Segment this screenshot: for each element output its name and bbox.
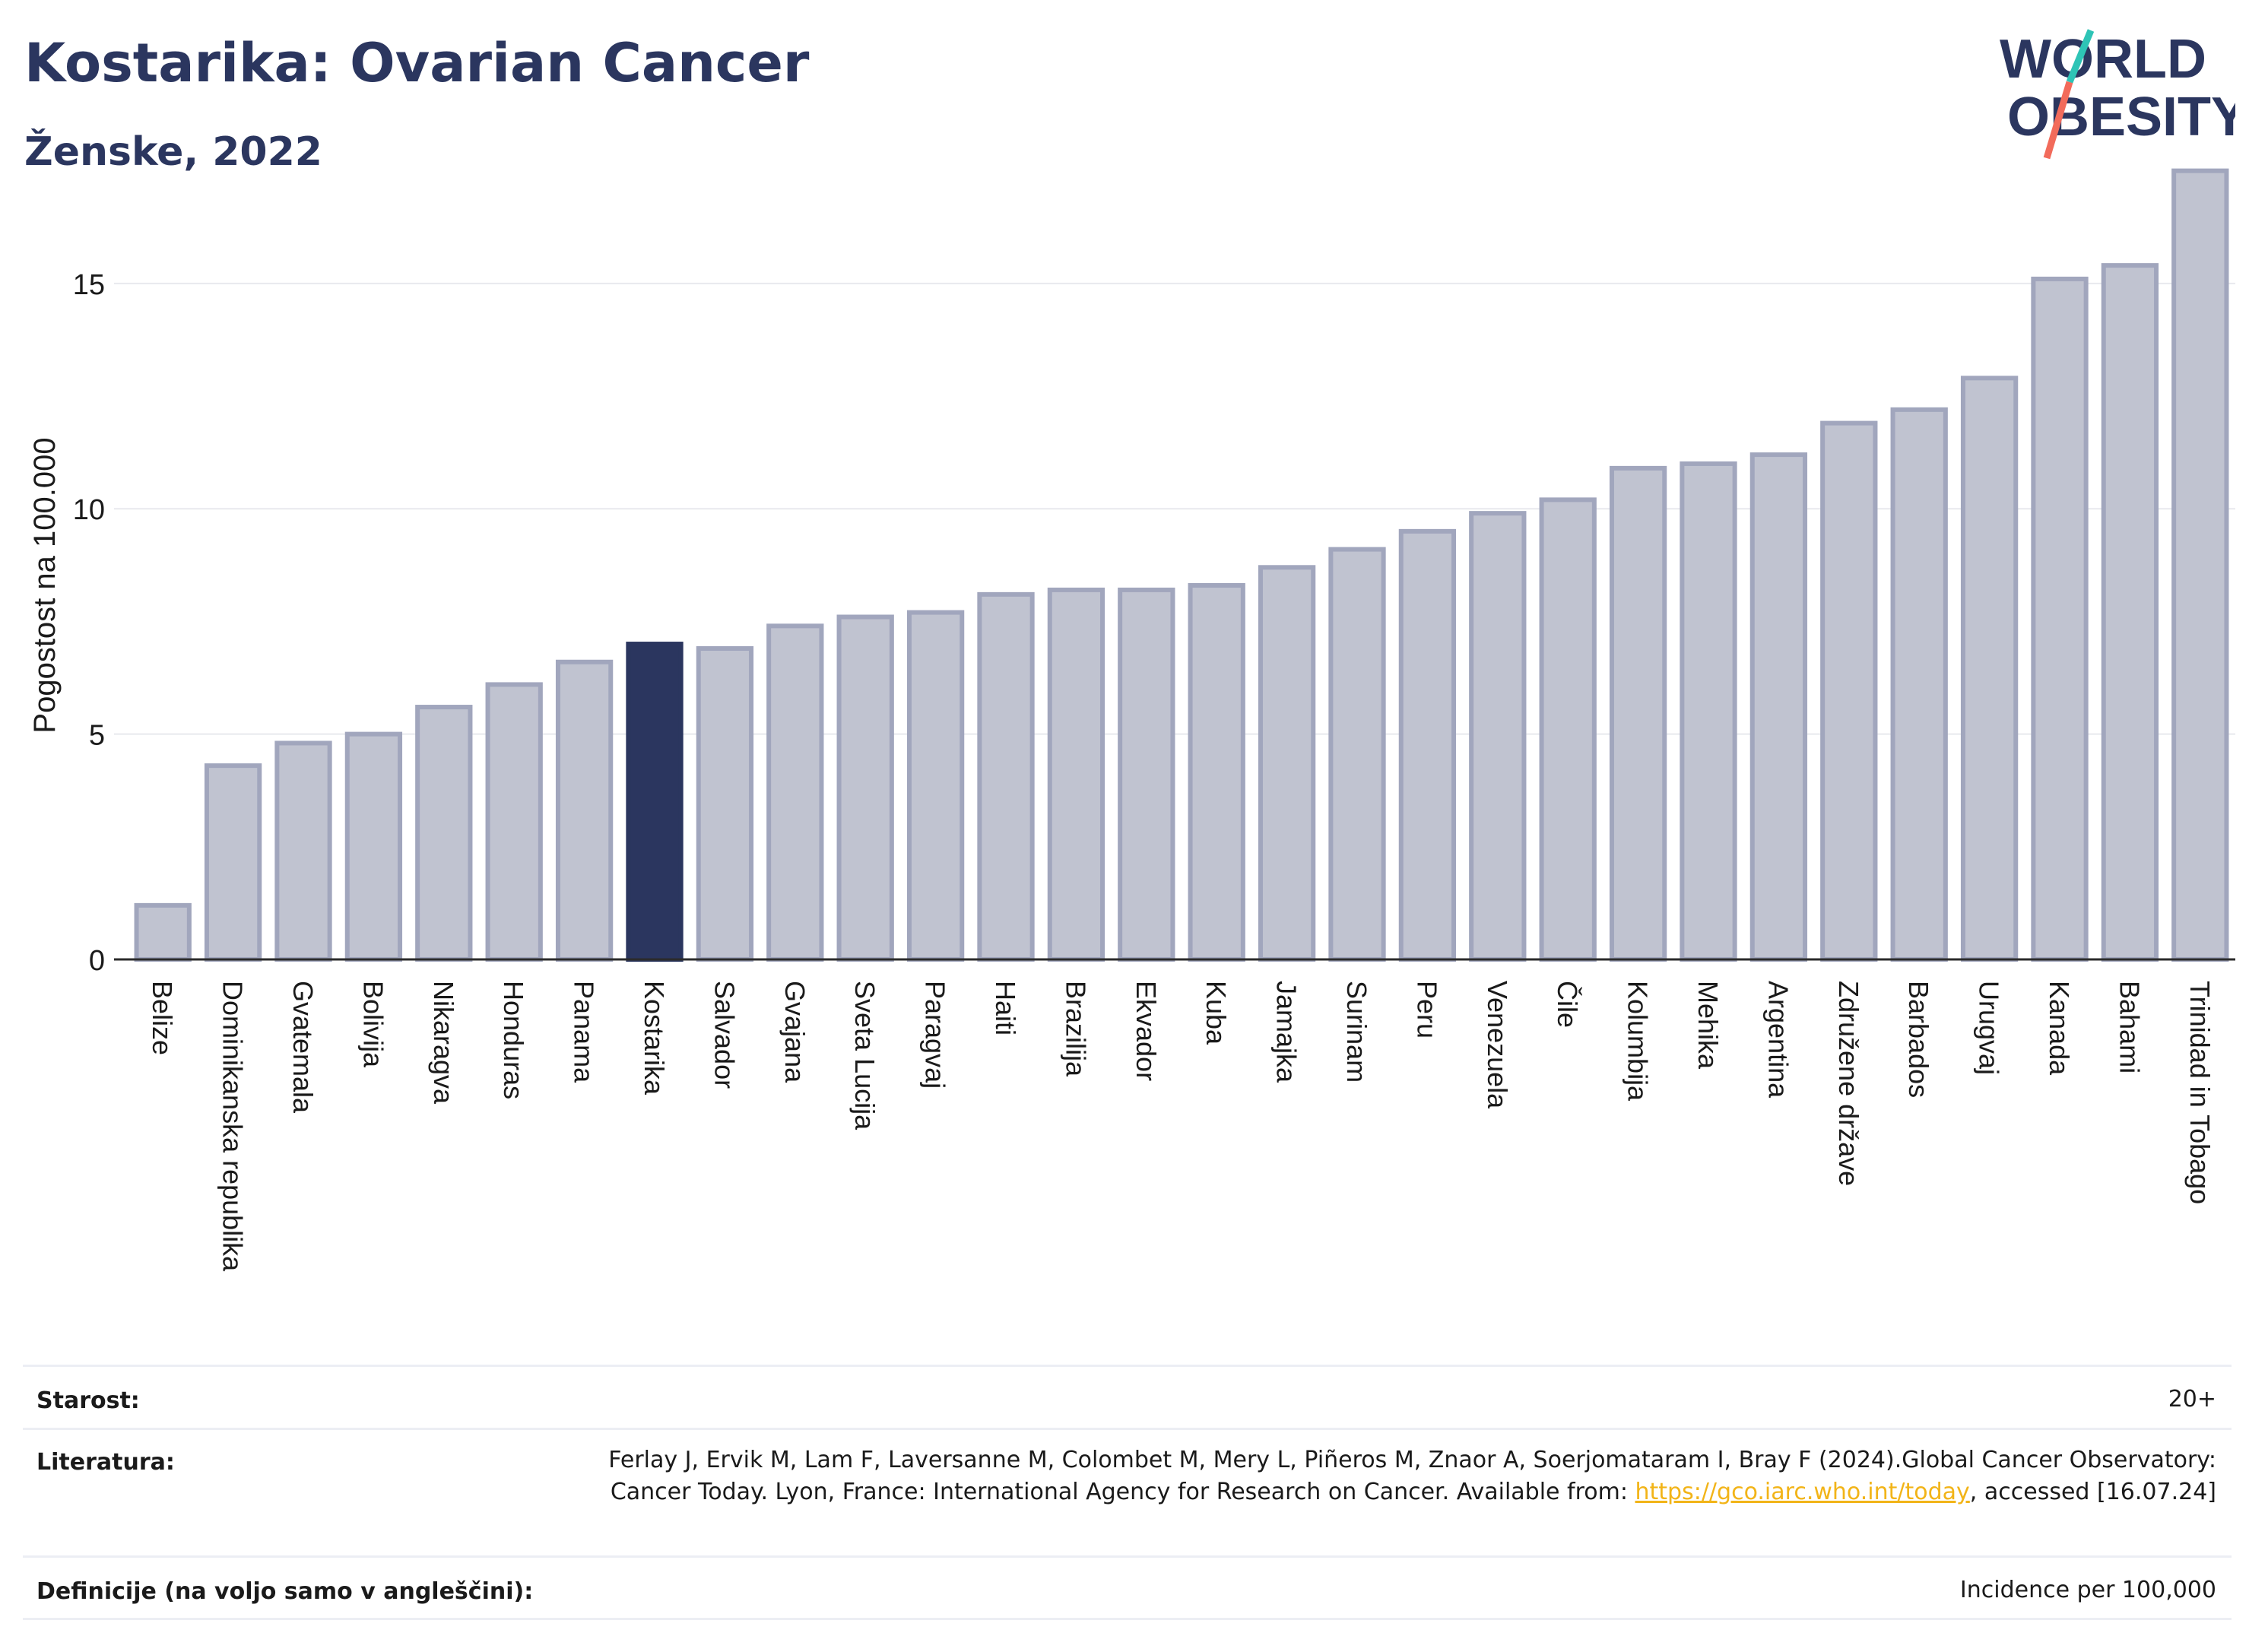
logo-word-world: WORLD — [2000, 29, 2206, 90]
bar-chart: 0 5 10 15 Belize Dominikanska republika Gvate… — [28, 168, 2235, 1272]
bar — [836, 614, 894, 962]
bar — [1328, 547, 1386, 962]
y-tick-label: 0 — [89, 945, 105, 977]
x-tick-label: Bolivija — [357, 981, 389, 1068]
bar — [1047, 587, 1105, 962]
y-tick-layer: 0 5 10 15 — [73, 269, 105, 977]
x-tick-label: Jamajka — [1271, 981, 1302, 1083]
x-tick-label: Brazilija — [1060, 981, 1091, 1077]
y-axis-label: Pogostost na 100.000 — [28, 437, 62, 733]
x-tick-label: Sveta Lucija — [849, 981, 880, 1130]
age-label: Starost: — [36, 1387, 140, 1414]
literature-link[interactable]: https://gco.iarc.who.int/today — [1635, 1479, 1970, 1505]
x-tick-label: Gvatemala — [287, 981, 319, 1114]
meta-row-age: Starost: 20+ — [23, 1365, 2232, 1429]
definitions-label: Definicije (na voljo samo v angleščini): — [36, 1578, 534, 1605]
age-value: 20+ — [2168, 1386, 2216, 1413]
y-tick-label: 5 — [89, 720, 105, 752]
logo-slash-top — [2066, 29, 2095, 84]
x-tick-layer: Belize Dominikanska republika Gvatemala Bol… — [147, 981, 2216, 1272]
logo-word-obesity: OBESITY — [2007, 87, 2235, 147]
meta-row-definitions: Definicije (na voljo samo v angleščini):… — [23, 1555, 2232, 1620]
bar — [1680, 461, 1737, 962]
x-tick-label: Kolumbija — [1623, 981, 1654, 1102]
x-tick-label: Mehika — [1692, 981, 1724, 1070]
world-obesity-logo: WORLD OBESITY — [2000, 29, 2235, 160]
bar — [1539, 497, 1597, 962]
x-tick-label: Ekvador — [1131, 981, 1162, 1081]
x-tick-label: Panama — [569, 981, 600, 1083]
bar — [555, 659, 614, 962]
bar — [204, 763, 262, 962]
x-tick-label: Kanada — [2044, 981, 2075, 1076]
x-tick-label: Belize — [147, 981, 178, 1055]
x-tick-label: Venezuela — [1482, 981, 1513, 1109]
bar — [1890, 407, 1948, 962]
x-tick-label: Surinam — [1341, 981, 1372, 1083]
literature-text-accessed: , accessed [16.07.24] — [1969, 1479, 2216, 1505]
chart-subtitle: Ženske, 2022 — [24, 129, 322, 175]
x-tick-label: Haiti — [990, 981, 1021, 1035]
bar — [906, 610, 965, 962]
bar — [2031, 276, 2089, 962]
bar-highlighted — [626, 642, 684, 962]
logo-slash-bottom — [2043, 81, 2073, 160]
chart-title: Kostarika: Ovarian Cancer — [24, 32, 810, 94]
bar — [1188, 582, 1245, 962]
y-tick-label: 10 — [73, 494, 105, 526]
literature-label: Literatura: — [36, 1449, 175, 1476]
x-tick-label: Honduras — [498, 981, 529, 1099]
x-tick-label: Gvajana — [779, 981, 810, 1083]
bar — [344, 731, 403, 962]
bar — [1960, 376, 2019, 962]
bar — [1469, 511, 1527, 962]
bar — [2171, 168, 2229, 962]
bar — [134, 902, 192, 962]
meta-divider-age — [23, 1428, 2232, 1430]
bar — [1258, 565, 1316, 962]
x-tick-label: Argentina — [1762, 981, 1794, 1099]
bar — [2101, 263, 2159, 962]
x-tick-label: Kostarika — [639, 981, 670, 1096]
x-tick-label: Salvador — [709, 981, 740, 1089]
x-tick-label: Nikaragva — [428, 981, 459, 1105]
bar — [1398, 528, 1457, 962]
bar — [1118, 587, 1175, 962]
bar — [1609, 465, 1667, 962]
bar — [274, 740, 332, 962]
x-tick-label: Urugvaj — [1974, 981, 2005, 1075]
x-tick-label: Paragvaj — [920, 981, 951, 1089]
meta-row-literature: Literatura: Ferlay J, Ervik M, Lam F, La… — [23, 1428, 2232, 1557]
x-tick-label: Združene države — [1833, 981, 1864, 1186]
x-tick-label: Trinidad in Tobago — [2184, 981, 2216, 1204]
y-tick-label: 15 — [73, 269, 105, 301]
x-tick-label: Peru — [1411, 981, 1442, 1038]
meta-divider-top — [23, 1365, 2232, 1367]
x-tick-label: Barbados — [1903, 981, 1934, 1098]
bar — [485, 682, 543, 962]
definitions-value: Incidence per 100,000 — [1959, 1577, 2216, 1603]
bar — [766, 623, 824, 962]
bar — [696, 645, 754, 962]
meta-divider-literature — [23, 1555, 2232, 1558]
bar — [1749, 452, 1808, 962]
literature-text: Ferlay J, Ervik M, Lam F, Laversanne M, … — [608, 1447, 2216, 1505]
x-tick-label: Čile — [1552, 981, 1583, 1028]
bar-layer — [134, 168, 2229, 962]
bar — [415, 705, 473, 962]
bar — [977, 591, 1035, 962]
x-tick-label: Dominikanska republika — [217, 981, 249, 1272]
literature-value: Ferlay J, Ervik M, Lam F, Laversanne M, … — [597, 1444, 2216, 1508]
meta-divider-bottom — [23, 1618, 2232, 1620]
x-tick-label: Kuba — [1201, 981, 1232, 1045]
x-tick-label: Bahami — [2114, 981, 2145, 1073]
bar — [1820, 420, 1878, 962]
